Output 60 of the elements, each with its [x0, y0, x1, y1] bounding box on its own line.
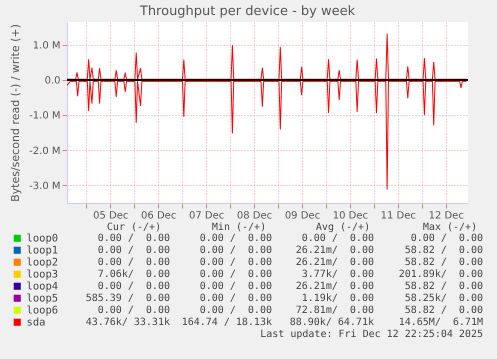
x-tick-label: 12 Dec: [428, 210, 464, 222]
text: 58.25k/ 0.00: [404, 293, 483, 305]
text: 0.00 / 0.00: [302, 233, 374, 245]
x-tick-label: 06 Dec: [141, 210, 176, 222]
text: 0.00 / 0.00: [200, 245, 272, 257]
legend-label: loop6: [26, 304, 58, 316]
text: 0.00 / 0.00: [200, 269, 272, 281]
text: 58.82 / 0.00: [404, 245, 483, 257]
text: 201.89k/ 0.00: [398, 269, 483, 281]
text: 0.00 / 0.00: [98, 305, 170, 317]
x-tick-label: 07 Dec: [188, 210, 224, 222]
y-tick-label: -1.0 M: [29, 110, 60, 122]
legend-label: loop2: [26, 256, 58, 268]
text: 0.00 / 0.00: [98, 281, 170, 293]
legend-label: loop5: [26, 292, 58, 304]
text: 43.76k/ 33.31k: [86, 317, 170, 329]
chart-title: Throughput per device - by week: [138, 4, 356, 19]
y-tick-label: -3.0 M: [29, 180, 60, 192]
x-tick-label: 10 Dec: [332, 210, 368, 222]
text: Avg (-/+): [314, 222, 372, 234]
text: 0.00 / 0.00: [200, 293, 272, 305]
x-tick-label: 08 Dec: [236, 210, 272, 222]
text: 72.81m/ 0.00: [296, 305, 374, 317]
legend-label: sda: [26, 316, 46, 328]
legend-label: loop1: [26, 244, 58, 256]
text: 3.77k/ 0.00: [302, 269, 374, 281]
text: 88.90k/ 64.71k: [290, 317, 374, 329]
text: Last update: Fri Dec 12 22:25:04 2025: [260, 329, 483, 341]
y-tick-label: 1.0 M: [32, 40, 60, 52]
text: 0.00 / 0.00: [98, 233, 170, 245]
x-tick-label: 09 Dec: [284, 210, 320, 222]
text: 26.21m/ 0.00: [296, 245, 374, 257]
text: 585.39 / 0.00: [86, 293, 170, 305]
text: 58.82 / 0.00: [404, 257, 483, 269]
text: 0.00 / 0.00: [200, 257, 272, 269]
legend-label: loop3: [26, 268, 58, 280]
text: 0.00 / 0.00: [98, 245, 170, 257]
x-tick-label: 05 Dec: [93, 210, 128, 222]
text: 0.00 / 0.00: [410, 233, 483, 245]
y-tick-label: -2.0 M: [29, 146, 60, 157]
text: 58.82 / 0.00: [404, 281, 483, 293]
y-axis-title: Bytes/second read (-) / write (+): [9, 24, 22, 202]
text: 0.00 / 0.00: [200, 305, 272, 317]
text: 0.00 / 0.00: [200, 233, 272, 245]
legend-label: loop0: [26, 232, 58, 244]
legend-label: loop4: [26, 280, 58, 292]
text: 7.06k/ 0.00: [98, 269, 170, 281]
text: 26.21m/ 0.00: [296, 257, 374, 269]
text: 164.74 / 18.13k: [182, 317, 272, 329]
text: 26.21m/ 0.00: [296, 281, 374, 293]
text: 14.65M/ 6.71M: [398, 317, 483, 329]
text: Min (-/+): [210, 222, 268, 234]
text: Cur (-/+): [106, 222, 162, 234]
text: 0.00 / 0.00: [98, 257, 170, 269]
text: 0.00 / 0.00: [200, 281, 272, 293]
text: 58.82 / 0.00: [404, 305, 483, 317]
text: 1.19k/ 0.00: [302, 293, 374, 305]
x-tick-label: 11 Dec: [380, 210, 416, 222]
y-tick-label: 0.0: [44, 75, 60, 86]
text: Max (-/+): [422, 222, 478, 234]
